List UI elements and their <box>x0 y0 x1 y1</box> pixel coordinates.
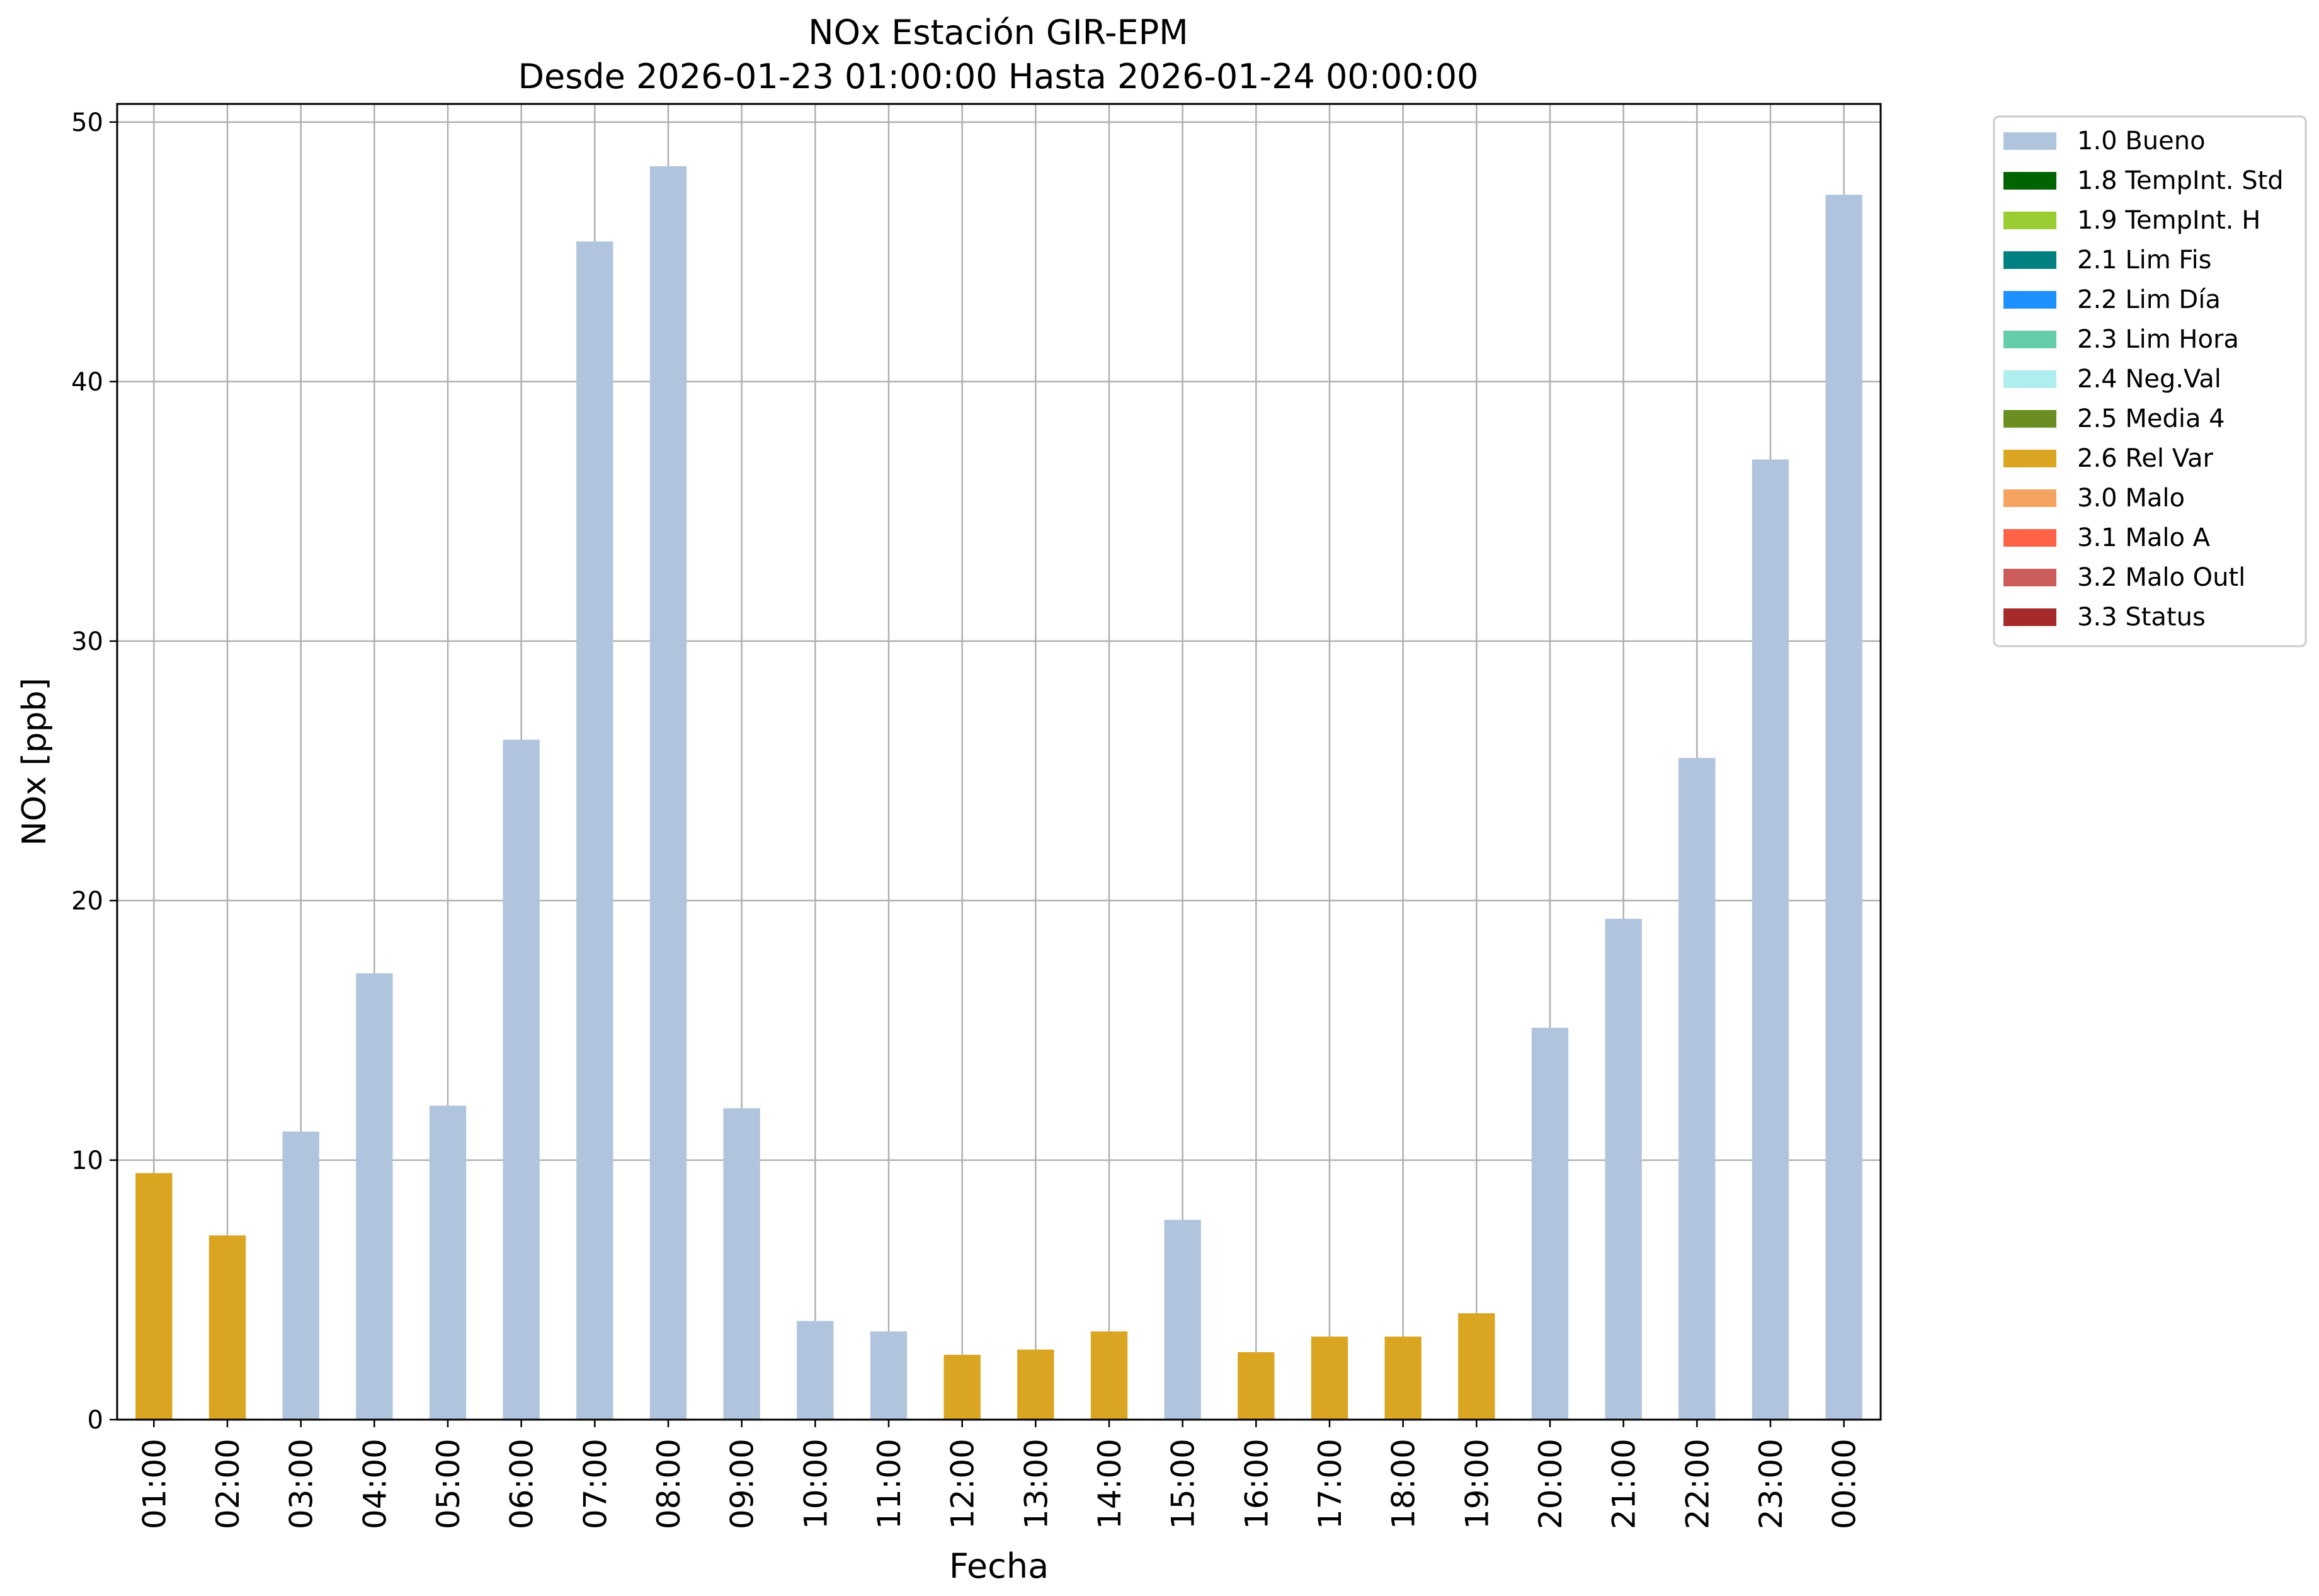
legend-swatch <box>2003 251 2056 269</box>
bar <box>135 1173 173 1420</box>
bars <box>135 166 1862 1420</box>
legend-swatch <box>2003 291 2056 309</box>
legend-label: 2.1 Lim Fis <box>2077 246 2211 275</box>
x-tick-label: 00:00 <box>1826 1439 1863 1529</box>
x-tick-label: 18:00 <box>1386 1439 1422 1529</box>
x-tick-label: 04:00 <box>356 1439 393 1529</box>
legend-swatch <box>2003 370 2056 388</box>
bar <box>1458 1313 1495 1420</box>
y-tick-label: 30 <box>71 627 103 656</box>
x-tick-label: 23:00 <box>1753 1439 1789 1529</box>
y-tick-label: 40 <box>71 368 103 397</box>
legend-label: 2.2 Lim Día <box>2077 285 2221 314</box>
legend-label: 3.2 Malo Outl <box>2077 563 2245 592</box>
x-tick-label: 20:00 <box>1532 1439 1569 1529</box>
y-tick-label: 50 <box>71 108 103 137</box>
legend-label: 3.1 Malo A <box>2077 523 2211 552</box>
x-tick-label: 07:00 <box>577 1439 613 1529</box>
bar <box>797 1321 834 1420</box>
y-axis-ticks: 0 10 20 30 40 50 <box>71 108 117 1435</box>
x-tick-label: 01:00 <box>136 1439 173 1529</box>
bar <box>282 1131 319 1420</box>
bar <box>1238 1352 1275 1420</box>
y-tick-label: 10 <box>71 1146 103 1175</box>
legend-swatch <box>2003 569 2056 586</box>
y-tick-label: 0 <box>88 1406 103 1435</box>
x-tick-label: 11:00 <box>871 1439 908 1529</box>
bar <box>1752 459 1789 1420</box>
bar <box>1311 1337 1348 1420</box>
legend-items: 1.0 Bueno 1.8 TempInt. Std 1.9 TempInt. H 2… <box>2003 127 2284 632</box>
bar <box>1164 1219 1201 1420</box>
x-tick-label: 13:00 <box>1018 1439 1054 1529</box>
bar <box>649 166 687 1420</box>
x-tick-label: 21:00 <box>1606 1439 1643 1529</box>
legend-label: 3.3 Status <box>2077 603 2206 632</box>
legend-label: 1.9 TempInt. H <box>2077 206 2260 235</box>
bar <box>208 1235 246 1420</box>
legend-swatch <box>2003 331 2056 348</box>
x-tick-label: 16:00 <box>1238 1439 1275 1529</box>
bar <box>503 739 540 1420</box>
legend-label: 1.8 TempInt. Std <box>2077 166 2284 195</box>
bar <box>356 973 393 1420</box>
x-axis-ticks: 01:00 02:00 03:00 04:00 05:00 06:00 07:00 08:00… <box>136 1420 1863 1529</box>
x-tick-label: 12:00 <box>945 1439 981 1529</box>
y-tick-label: 20 <box>71 887 103 916</box>
bar <box>723 1108 760 1420</box>
x-tick-label: 02:00 <box>210 1439 246 1529</box>
plot-area <box>116 103 1882 1421</box>
legend-swatch <box>2003 450 2056 467</box>
bar <box>1384 1337 1422 1420</box>
bar <box>870 1331 908 1420</box>
legend-label: 2.3 Lim Hora <box>2077 325 2239 354</box>
legend-swatch <box>2003 212 2056 229</box>
bar <box>1605 918 1642 1420</box>
bar <box>1678 758 1716 1420</box>
x-tick-label: 17:00 <box>1312 1439 1348 1529</box>
legend-swatch <box>2003 410 2056 428</box>
x-tick-label: 09:00 <box>724 1439 761 1529</box>
legend-label: 2.5 Media 4 <box>2077 404 2225 433</box>
legend-frame <box>1993 115 2307 647</box>
x-tick-label: 15:00 <box>1165 1439 1202 1529</box>
legend: 1.0 Bueno 1.8 TempInt. Std 1.9 TempInt. H 2… <box>1993 115 2307 647</box>
chart-subtitle: Desde 2026-01-23 01:00:00 Hasta 2026-01-… <box>518 57 1478 96</box>
x-tick-label: 19:00 <box>1459 1439 1495 1529</box>
legend-label: 2.6 Rel Var <box>2077 444 2214 473</box>
legend-label: 3.0 Malo <box>2077 484 2185 513</box>
x-axis-label: Fecha <box>949 1546 1049 1586</box>
x-tick-label: 06:00 <box>504 1439 540 1529</box>
x-tick-label: 05:00 <box>430 1439 467 1529</box>
bar <box>943 1354 981 1420</box>
bar <box>1090 1331 1128 1420</box>
x-tick-label: 03:00 <box>283 1439 320 1529</box>
legend-swatch <box>2003 132 2056 150</box>
legend-label: 1.0 Bueno <box>2077 127 2206 156</box>
x-tick-label: 10:00 <box>797 1439 834 1529</box>
legend-swatch <box>2003 489 2056 507</box>
x-tick-label: 08:00 <box>651 1439 687 1529</box>
bar <box>429 1105 467 1420</box>
legend-swatch <box>2003 608 2056 626</box>
bar <box>1531 1027 1569 1420</box>
x-tick-label: 14:00 <box>1091 1439 1128 1529</box>
bar <box>1825 195 1862 1420</box>
bar <box>576 241 613 1420</box>
bar <box>1017 1349 1054 1420</box>
x-tick-label: 22:00 <box>1679 1439 1716 1529</box>
legend-swatch <box>2003 529 2056 547</box>
y-axis-label: NOx [ppb] <box>16 678 54 846</box>
chart-title: NOx Estación GIR-EPM <box>808 13 1188 52</box>
legend-label: 2.4 Neg.Val <box>2077 365 2221 394</box>
legend-swatch <box>2003 172 2056 190</box>
